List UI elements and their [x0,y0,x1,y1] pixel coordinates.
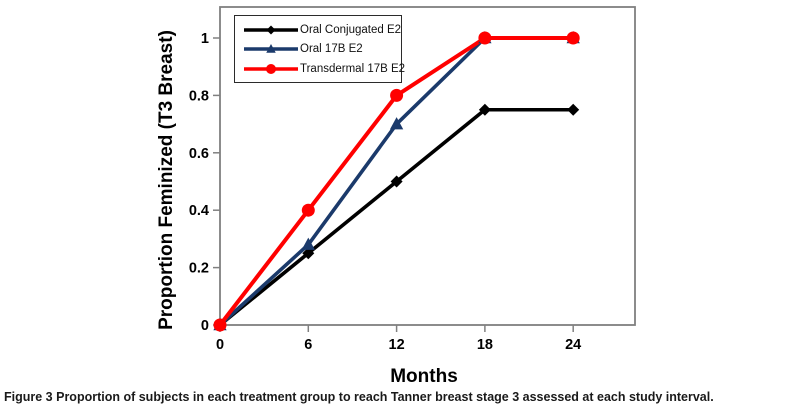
svg-text:12: 12 [389,337,405,353]
legend-label: Oral Conjugated E2 [300,23,402,36]
y-axis-title: Proportion Feminized (T3 Breast) [156,30,177,330]
legend-label: Transdermal 17B E2 [300,62,406,75]
figure-caption: Figure 3 Proportion of subjects in each … [4,390,792,404]
svg-text:18: 18 [477,337,493,353]
caption-text: Proportion of subjects in each treatment… [56,390,714,404]
legend-item-transdermal-17b-e2: Transdermal 17B E2 [243,61,405,77]
legend-item-oral-conjugated-e2: Oral Conjugated E2 [243,22,401,38]
svg-text:0.4: 0.4 [189,203,209,219]
svg-text:0.8: 0.8 [189,88,209,104]
caption-label: Figure 3 [4,390,53,404]
line-triangle-marker-icon [244,44,298,53]
svg-text:1: 1 [201,31,209,47]
svg-text:24: 24 [565,337,581,353]
line-diamond-marker-icon [244,25,298,34]
svg-text:0.6: 0.6 [189,146,209,162]
x-axis-title: Months [390,366,458,387]
legend-label: Oral 17B E2 [300,43,363,55]
svg-text:0.2: 0.2 [189,261,209,277]
svg-text:6: 6 [304,337,312,353]
legend: Oral Conjugated E2 Oral 17B E2 Transderm… [234,15,405,83]
line-circle-marker-icon [244,63,298,74]
svg-text:0: 0 [216,337,224,353]
legend-item-oral-17b-e2: Oral 17B E2 [243,41,401,57]
svg-text:0: 0 [201,318,209,334]
